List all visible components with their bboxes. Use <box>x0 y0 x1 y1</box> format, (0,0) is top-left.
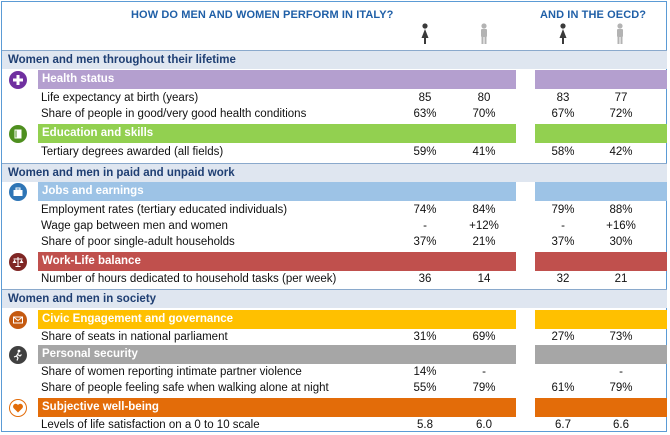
cell-value: 42% <box>609 146 633 158</box>
row-life-satisfaction-label: Levels of life satisfaction on a 0 to 10… <box>41 419 260 431</box>
cell-value: 6.6 <box>613 419 629 431</box>
security-label: Personal security <box>42 348 138 360</box>
education-bar-oecd <box>535 124 667 143</box>
cell-value: 30% <box>609 236 633 248</box>
cell-value: 14% <box>413 366 437 378</box>
row-wage-gap-label: Wage gap between men and women <box>41 220 228 232</box>
cell-value: 77 <box>614 92 628 104</box>
wellbeing-bar-oecd <box>535 398 667 417</box>
wellbeing-bar <box>38 398 516 417</box>
work-life-bar <box>38 252 516 271</box>
cell-value: - <box>619 366 623 378</box>
briefcase-icon <box>9 183 27 201</box>
man-icon <box>481 23 487 44</box>
education-label: Education and skills <box>42 127 154 139</box>
cell-value: 58% <box>551 146 575 158</box>
cell-value: 21% <box>472 236 496 248</box>
row-employment-label: Employment rates (tertiary educated indi… <box>41 204 288 216</box>
cell-value: 88% <box>609 204 633 216</box>
cell-value: 32 <box>556 273 570 285</box>
cell-value: 79% <box>551 204 575 216</box>
row-household-label: Number of hours dedicated to household t… <box>41 273 337 285</box>
envelope-icon <box>9 311 27 329</box>
cell-value: 21 <box>614 273 628 285</box>
plus-icon <box>9 71 27 89</box>
cell-value: 41% <box>472 146 496 158</box>
cell-value: - <box>482 366 486 378</box>
civic-label: Civic Engagement and governance <box>42 313 234 325</box>
row-life-expectancy-label: Life expectancy at birth (years) <box>41 92 199 104</box>
cell-value: 55% <box>413 382 437 394</box>
row-parliament-label: Share of seats in national parliament <box>41 331 228 343</box>
cell-value: 63% <box>413 108 437 120</box>
cell-value <box>538 365 588 380</box>
heart-icon <box>9 399 27 417</box>
health-bar-oecd <box>535 70 667 89</box>
cell-value: 37% <box>551 236 575 248</box>
jobs-bar-oecd <box>535 182 667 201</box>
cell-value: 31% <box>413 331 437 343</box>
row-tertiary-label: Tertiary degrees awarded (all fields) <box>41 146 224 158</box>
jobs-bar <box>38 182 516 201</box>
cell-value: 85 <box>418 92 432 104</box>
oecd-title: AND IN THE OECD? <box>540 9 647 21</box>
cell-value: 80 <box>477 92 491 104</box>
work-life-label: Work-Life balance <box>42 255 141 267</box>
cell-value: 74% <box>413 204 437 216</box>
row-good-health-label: Share of people in good/very good health… <box>41 108 307 120</box>
health-bar <box>38 70 516 89</box>
cell-value: 5.8 <box>417 419 433 431</box>
cell-value: 61% <box>551 382 575 394</box>
cell-value: 69% <box>472 331 496 343</box>
cell-value: 79% <box>472 382 496 394</box>
cell-value: - <box>561 220 565 232</box>
cell-value: 6.0 <box>476 419 492 431</box>
scales-icon <box>9 253 27 271</box>
book-icon <box>9 125 27 143</box>
civic-bar <box>38 310 516 329</box>
row-partner-violence-label: Share of women reporting intimate partne… <box>41 366 302 378</box>
health-status-label: Health status <box>42 73 115 85</box>
civic-bar-oecd <box>535 310 667 329</box>
cell-value: - <box>423 220 427 232</box>
cell-value: 36 <box>418 273 432 285</box>
cell-value: +12% <box>469 220 499 232</box>
security-bar-oecd <box>535 345 667 364</box>
man-icon <box>617 23 623 44</box>
cell-value: 73% <box>609 331 633 343</box>
cell-value: 72% <box>609 108 633 120</box>
row-safe-night-label: Share of people feeling safe when walkin… <box>41 382 329 394</box>
education-bar <box>38 124 516 143</box>
cell-value: 14 <box>477 273 491 285</box>
wellbeing-label: Subjective well-being <box>42 401 159 413</box>
cell-value: 79% <box>609 382 633 394</box>
woman-icon <box>559 23 567 44</box>
cell-value: 59% <box>413 146 437 158</box>
security-bar <box>38 345 516 364</box>
section-work: Women and men in paid and unpaid work <box>2 163 667 182</box>
woman-icon <box>421 23 429 44</box>
cell-value: +16% <box>606 220 636 232</box>
cell-value: 6.7 <box>555 419 571 431</box>
cell-value: 67% <box>551 108 575 120</box>
jobs-label: Jobs and earnings <box>42 185 144 197</box>
section-lifetime: Women and men throughout their lifetime <box>2 50 667 69</box>
row-poor-single-label: Share of poor single-adult households <box>41 236 235 248</box>
work-life-bar-oecd <box>535 252 667 271</box>
italy-title: HOW DO MEN AND WOMEN PERFORM IN ITALY? <box>131 9 394 21</box>
cell-value: 84% <box>472 204 496 216</box>
cell-value: 70% <box>472 108 496 120</box>
section-society: Women and men in society <box>2 289 667 308</box>
runner-icon <box>9 346 27 364</box>
cell-value: 37% <box>413 236 437 248</box>
cell-value: 27% <box>551 331 575 343</box>
cell-value: 83 <box>556 92 570 104</box>
